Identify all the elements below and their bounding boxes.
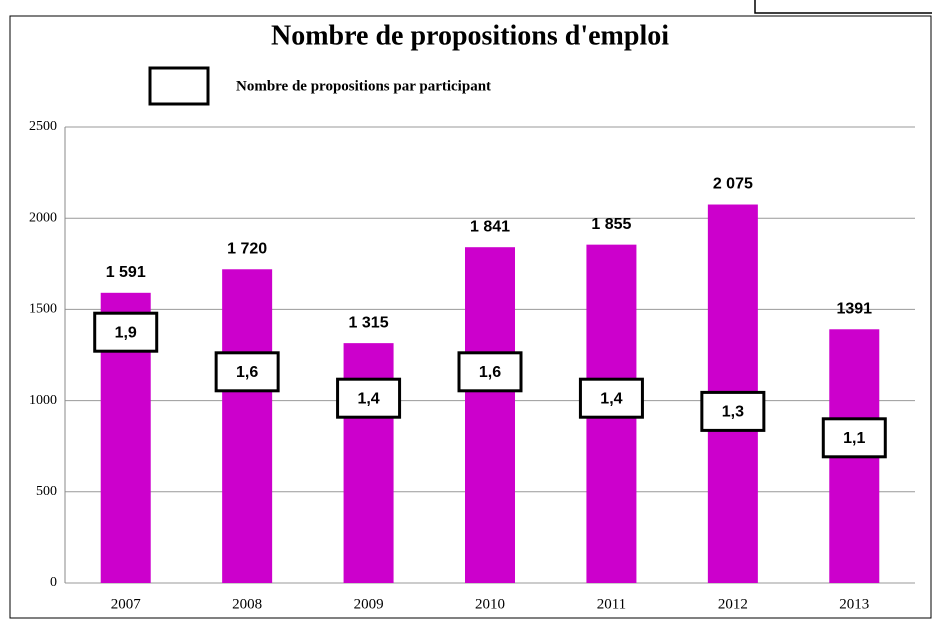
- x-tick-label: 2008: [232, 596, 262, 612]
- ratio-box: [93, 311, 159, 353]
- ratio-box: [214, 351, 280, 393]
- data-label: 2 075: [713, 176, 753, 193]
- chart-title: Nombre de propositions d'emploi: [271, 20, 669, 51]
- ratio-label: 1,6: [236, 364, 258, 381]
- data-label: 1391: [836, 301, 872, 318]
- x-tick-label: 2012: [718, 596, 748, 612]
- legend-swatch: [148, 66, 210, 106]
- ratio-label: 1,9: [115, 324, 137, 341]
- ratio-label: 1,6: [479, 364, 501, 381]
- ratio-box: [700, 390, 766, 432]
- bar: [222, 269, 273, 583]
- ratio-box: [457, 351, 523, 393]
- y-tick-label: 1000: [29, 393, 57, 408]
- data-label: 1 315: [349, 314, 389, 331]
- ratio-label: 1,4: [357, 390, 379, 407]
- y-tick-label: 0: [50, 575, 57, 590]
- y-tick-label: 500: [36, 484, 57, 499]
- data-label: 1 841: [470, 218, 510, 235]
- data-label: 1 720: [227, 240, 267, 257]
- x-tick-label: 2013: [839, 596, 869, 612]
- ratio-box: [578, 377, 644, 419]
- y-tick-label: 2500: [29, 119, 57, 134]
- x-tick-label: 2011: [597, 596, 626, 612]
- ratio-label: 1,1: [843, 430, 865, 447]
- x-tick-label: 2010: [475, 596, 505, 612]
- data-label: 1 855: [591, 216, 631, 233]
- corner-box: [754, 0, 932, 14]
- chart-frame: [9, 15, 932, 619]
- bar: [465, 247, 515, 583]
- ratio-box: [821, 417, 887, 459]
- ratio-label: 1,4: [600, 390, 622, 407]
- legend-label: Nombre de propositions par participant: [236, 78, 491, 94]
- ratio-box: [336, 377, 402, 419]
- x-tick-label: 2009: [354, 596, 384, 612]
- x-tick-label: 2007: [111, 596, 142, 612]
- data-label: 1 591: [106, 264, 146, 281]
- ratio-label: 1,3: [722, 404, 744, 421]
- y-tick-label: 1500: [29, 302, 57, 317]
- y-tick-label: 2000: [29, 210, 57, 225]
